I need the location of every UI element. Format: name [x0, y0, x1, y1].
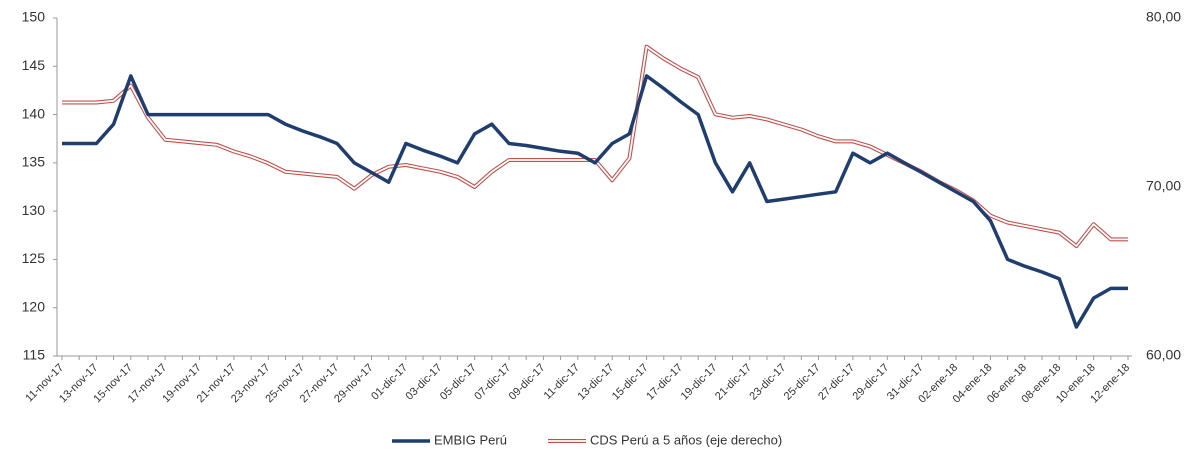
- x-tick-label: 27-dic-17: [816, 362, 857, 403]
- x-tick-label: 01-dic-17: [369, 362, 410, 403]
- legend-label: EMBIG Perú: [434, 432, 507, 447]
- series-line: [62, 74, 1128, 329]
- legend-label: CDS Perú a 5 años (eje derecho): [590, 432, 782, 447]
- x-tick-label: 15-dic-17: [610, 362, 651, 403]
- y-tick-label: 130: [22, 202, 46, 218]
- x-tick-label: 25-dic-17: [782, 362, 823, 403]
- y-tick-label: 145: [22, 57, 46, 73]
- y-tick-label: 150: [22, 9, 46, 25]
- series-line-inner: [62, 45, 1128, 247]
- x-tick-label: 07-dic-17: [472, 362, 513, 403]
- x-tick-label: 05-dic-17: [438, 362, 479, 403]
- x-tick-label: 03-dic-17: [404, 362, 445, 403]
- y-tick-label: 115: [23, 347, 46, 363]
- y2-tick-label: 70,00: [1146, 178, 1181, 194]
- x-tick-label: 09-dic-17: [507, 362, 548, 403]
- x-tick-label: 23-dic-17: [747, 362, 788, 403]
- x-tick-label: 29-dic-17: [851, 362, 892, 403]
- x-tick-label: 19-dic-17: [679, 362, 720, 403]
- x-tick-label: 21-dic-17: [713, 362, 754, 403]
- y2-tick-label: 80,00: [1146, 9, 1181, 25]
- y-tick-label: 120: [22, 298, 46, 314]
- y2-tick-label: 60,00: [1146, 347, 1181, 363]
- x-tick-label: 17-dic-17: [644, 362, 685, 403]
- y-tick-label: 125: [22, 250, 46, 266]
- x-tick-label: 13-dic-17: [575, 362, 616, 403]
- y-tick-label: 140: [22, 105, 46, 121]
- y-tick-label: 135: [22, 154, 46, 170]
